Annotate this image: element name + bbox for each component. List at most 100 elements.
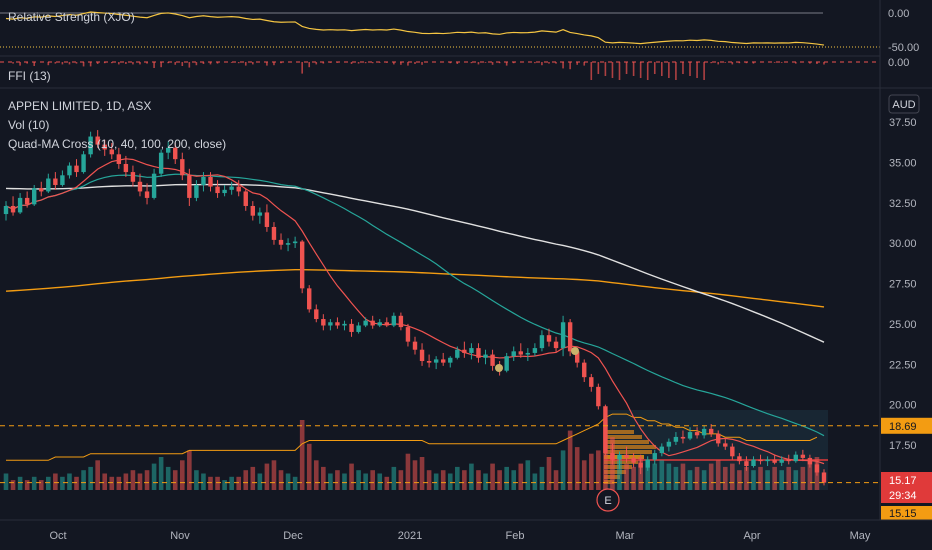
ffi-bar xyxy=(202,62,205,64)
ffi-bar xyxy=(174,62,177,65)
candle-body xyxy=(793,454,798,462)
candle-body xyxy=(659,446,665,454)
candle-body xyxy=(158,152,164,174)
ffi-bar xyxy=(477,62,480,65)
candle-body xyxy=(102,144,107,150)
rs-tick-zero: 0.00 xyxy=(888,8,909,20)
rs-panel: Relative Strength (XJO) 0.00 -50.00 xyxy=(0,8,919,54)
volume-bar xyxy=(398,470,404,490)
volume-bar xyxy=(74,476,79,490)
ffi-bar xyxy=(301,62,303,74)
ffi-bar xyxy=(82,62,85,67)
rs-label: Relative Strength (XJO) xyxy=(8,10,135,24)
candle-body xyxy=(433,359,439,363)
ffi-bar xyxy=(703,62,705,80)
ffi-bar xyxy=(562,62,564,69)
ffi-bar xyxy=(110,62,113,64)
volume-bar xyxy=(38,480,44,490)
volume-bar xyxy=(201,473,206,490)
volume-bar xyxy=(384,476,390,490)
volume-bar xyxy=(793,470,799,490)
ffi-bar xyxy=(19,62,21,66)
time-tick-label: Apr xyxy=(743,530,760,542)
volume-bar xyxy=(807,460,813,490)
volume-bar xyxy=(447,473,453,490)
rs-line xyxy=(5,11,825,46)
ffi-bar xyxy=(75,62,78,64)
candle-body xyxy=(384,322,389,326)
volume-indicator-label: Vol (10) xyxy=(8,118,49,132)
candle-body xyxy=(603,406,608,454)
volume-bar xyxy=(123,473,129,490)
volume-bar xyxy=(433,473,439,490)
volume-bar xyxy=(596,450,601,490)
candle-body xyxy=(342,323,347,326)
volume-profile-bar xyxy=(604,470,626,474)
volume-profile-bar xyxy=(604,455,644,459)
candle-body xyxy=(610,453,615,460)
candle-body xyxy=(694,432,700,436)
candle-body xyxy=(321,319,326,326)
volume-bar xyxy=(130,470,136,490)
candle-body xyxy=(39,188,44,192)
ffi-bar xyxy=(280,62,282,64)
volume-bar xyxy=(292,476,298,490)
volume-bar xyxy=(518,463,524,490)
volume-bar xyxy=(539,466,545,490)
volume-bar xyxy=(10,480,16,490)
candle-body xyxy=(165,147,171,153)
ffi-bar xyxy=(54,62,57,64)
volume-bar xyxy=(525,460,531,490)
candle-body xyxy=(807,457,813,465)
ffi-bar xyxy=(96,62,99,64)
ffi-bar xyxy=(484,62,487,63)
candle-body xyxy=(264,212,270,227)
volume-bar xyxy=(95,460,100,490)
candle-body xyxy=(476,348,481,358)
ffi-bar xyxy=(646,62,649,80)
candle-body xyxy=(137,181,143,192)
ffi-bar xyxy=(809,62,811,64)
ffi-bar xyxy=(597,62,600,74)
badge-bottom-value: 15.15 xyxy=(889,508,917,520)
volume-bar xyxy=(321,466,326,490)
volume-bar xyxy=(412,460,418,490)
candle-body xyxy=(744,461,749,466)
volume-bar xyxy=(285,473,291,490)
ffi-bar xyxy=(569,62,571,70)
candle-body xyxy=(687,432,693,439)
candle-body xyxy=(88,136,93,155)
candle-body xyxy=(483,354,488,358)
candle-body xyxy=(765,459,770,462)
ma40-line xyxy=(5,173,825,437)
volume-bar xyxy=(53,473,58,490)
volume-bar xyxy=(88,466,93,490)
volume-bar xyxy=(60,476,65,490)
candle-body xyxy=(285,243,291,245)
candle-body xyxy=(589,377,594,387)
candle-body xyxy=(448,357,453,363)
volume-bar xyxy=(391,466,397,490)
ffi-bar xyxy=(181,62,184,66)
volume-bar xyxy=(476,470,481,490)
volume-bar xyxy=(116,476,122,490)
volume-bar xyxy=(17,476,23,490)
ffi-bar xyxy=(590,62,593,80)
ffi-bar xyxy=(534,62,536,64)
volume-bar xyxy=(229,476,234,490)
candle-body xyxy=(546,335,552,342)
ffi-bar xyxy=(132,62,134,65)
ffi-bar xyxy=(541,62,543,66)
ffi-bar xyxy=(252,62,254,65)
ffi-bar xyxy=(421,62,423,65)
candle-body xyxy=(130,172,136,182)
candle-body xyxy=(638,462,643,468)
volume-bar xyxy=(687,470,693,490)
volume-bar xyxy=(67,473,72,490)
currency-button[interactable]: AUD xyxy=(888,94,920,114)
earnings-marker[interactable]: E xyxy=(596,488,620,512)
volume-bar xyxy=(546,457,552,490)
ffi-bar xyxy=(752,62,755,64)
ffi-bar xyxy=(696,62,698,78)
